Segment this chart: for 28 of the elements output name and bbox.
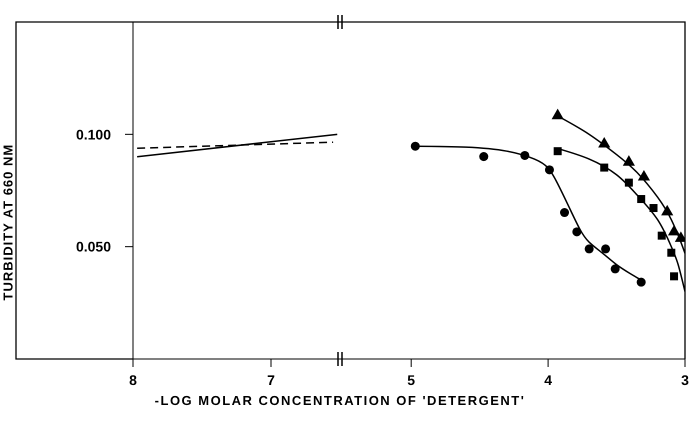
point xyxy=(601,244,610,254)
y-tick-label: 0.050 xyxy=(76,238,112,255)
y-tick-label: 0.100 xyxy=(76,126,112,142)
point xyxy=(638,170,650,181)
point xyxy=(572,227,582,236)
point xyxy=(670,272,678,280)
point xyxy=(410,142,420,151)
point xyxy=(600,164,608,172)
x-tick-label: 4 xyxy=(544,372,552,388)
x-tick-label: 5 xyxy=(407,372,416,388)
point xyxy=(544,165,554,174)
x-tick-label: 3 xyxy=(681,372,690,388)
x-tick-label: 7 xyxy=(267,372,276,388)
point xyxy=(479,152,488,162)
point xyxy=(637,195,646,204)
x-tick-label: 8 xyxy=(129,372,138,388)
point xyxy=(658,232,666,240)
x-axis-title: -LOG MOLAR CONCENTRATION OF 'DETERGENT' xyxy=(154,393,526,408)
point xyxy=(554,147,562,156)
point xyxy=(636,278,646,287)
point xyxy=(610,264,620,274)
point xyxy=(560,208,570,218)
point xyxy=(520,150,530,160)
point xyxy=(667,248,676,257)
point xyxy=(624,178,633,187)
point xyxy=(584,244,594,254)
point xyxy=(650,204,658,212)
y-axis-title: TURBIDITY AT 660 NM xyxy=(0,144,16,300)
